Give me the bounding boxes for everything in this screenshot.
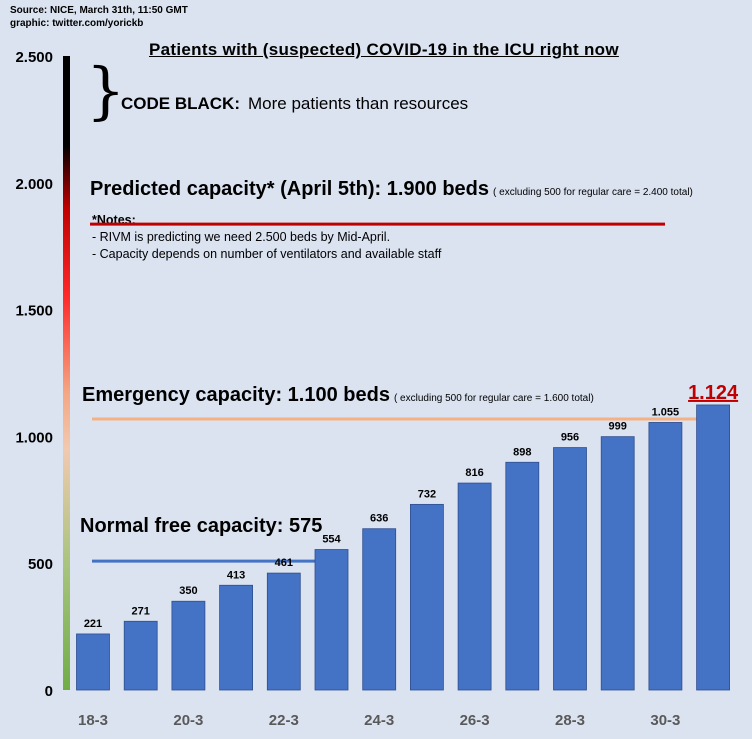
y-tick-label: 0 — [45, 683, 53, 700]
brace-icon: } — [86, 54, 126, 127]
y-tick-label: 2.000 — [15, 176, 53, 193]
bar-value-label: 636 — [370, 513, 388, 525]
bar — [171, 600, 206, 691]
x-tick-label: 26-3 — [460, 712, 490, 729]
code-black-text: More patients than resources — [248, 94, 469, 113]
bar — [266, 572, 301, 691]
emergency-capacity-label: Emergency capacity: 1.100 beds — [82, 384, 390, 406]
bar-value-label: 816 — [465, 467, 483, 479]
bar-value-label: 956 — [561, 432, 579, 444]
notes-item: - RIVM is predicting we need 2.500 beds … — [92, 230, 391, 244]
x-tick-label: 24-3 — [364, 712, 394, 729]
y-tick-label: 1.500 — [15, 303, 53, 320]
notes-item: - Capacity depends on number of ventilat… — [92, 247, 442, 261]
predicted-capacity-annotation: Predicted capacity* (April 5th): 1.900 b… — [90, 178, 693, 201]
bar-value-label-latest: 1.124 — [688, 382, 739, 404]
bar-value-label: 898 — [513, 446, 531, 458]
predicted-capacity-label: Predicted capacity* (April 5th): 1.900 b… — [90, 178, 490, 200]
bar — [314, 549, 349, 691]
capacity-gradient-bar — [63, 56, 70, 690]
bar — [409, 503, 444, 691]
bar-value-label: 1.055 — [652, 406, 680, 418]
x-tick-label: 18-3 — [78, 712, 108, 729]
bar — [76, 633, 110, 691]
x-tick-label: 30-3 — [650, 712, 680, 729]
bar — [123, 620, 158, 691]
bar — [553, 447, 587, 691]
bar-value-label: 554 — [322, 534, 341, 546]
bar-value-label: 413 — [227, 569, 245, 581]
emergency-capacity-note: ( excluding 500 for regular care = 1.600… — [393, 393, 594, 404]
code-black-annotation: CODE BLACK: More patients than resources — [121, 94, 468, 114]
bar-value-label: 350 — [179, 585, 197, 597]
chart-title: Patients with (suspected) COVID-19 in th… — [149, 40, 619, 59]
source-line: Source: NICE, March 31th, 11:50 GMT — [10, 5, 188, 16]
bar — [600, 436, 635, 691]
bar-value-label: 999 — [609, 421, 627, 433]
emergency-capacity-annotation: Emergency capacity: 1.100 beds( excludin… — [82, 384, 594, 407]
y-tick-label: 500 — [28, 556, 53, 573]
x-tick-label: 28-3 — [555, 712, 585, 729]
y-tick-label: 2.500 — [15, 49, 53, 66]
y-tick-label: 1.000 — [15, 429, 53, 446]
code-black-label: CODE BLACK: — [121, 94, 240, 113]
notes-block: *Notes: - RIVM is predicting we need 2.5… — [92, 212, 441, 263]
bar — [457, 482, 492, 691]
bar-value-label: 221 — [84, 618, 102, 630]
x-tick-label: 22-3 — [269, 712, 299, 729]
predicted-capacity-note: ( excluding 500 for regular care = 2.400… — [493, 187, 693, 198]
bar-value-label: 271 — [132, 605, 150, 617]
bar-value-label: 732 — [418, 488, 436, 500]
bar — [362, 528, 397, 691]
graphic-credit: graphic: twitter.com/yorickb — [10, 18, 144, 29]
bar — [505, 461, 540, 691]
normal-capacity-label: Normal free capacity: 575 — [80, 515, 323, 537]
bar — [648, 422, 683, 691]
bar — [219, 584, 254, 691]
bar — [696, 404, 730, 691]
x-tick-label: 20-3 — [173, 712, 203, 729]
bar-value-label: 461 — [275, 557, 293, 569]
source-text: Source: NICE, March 31th, 11:50 GMT grap… — [10, 4, 188, 30]
